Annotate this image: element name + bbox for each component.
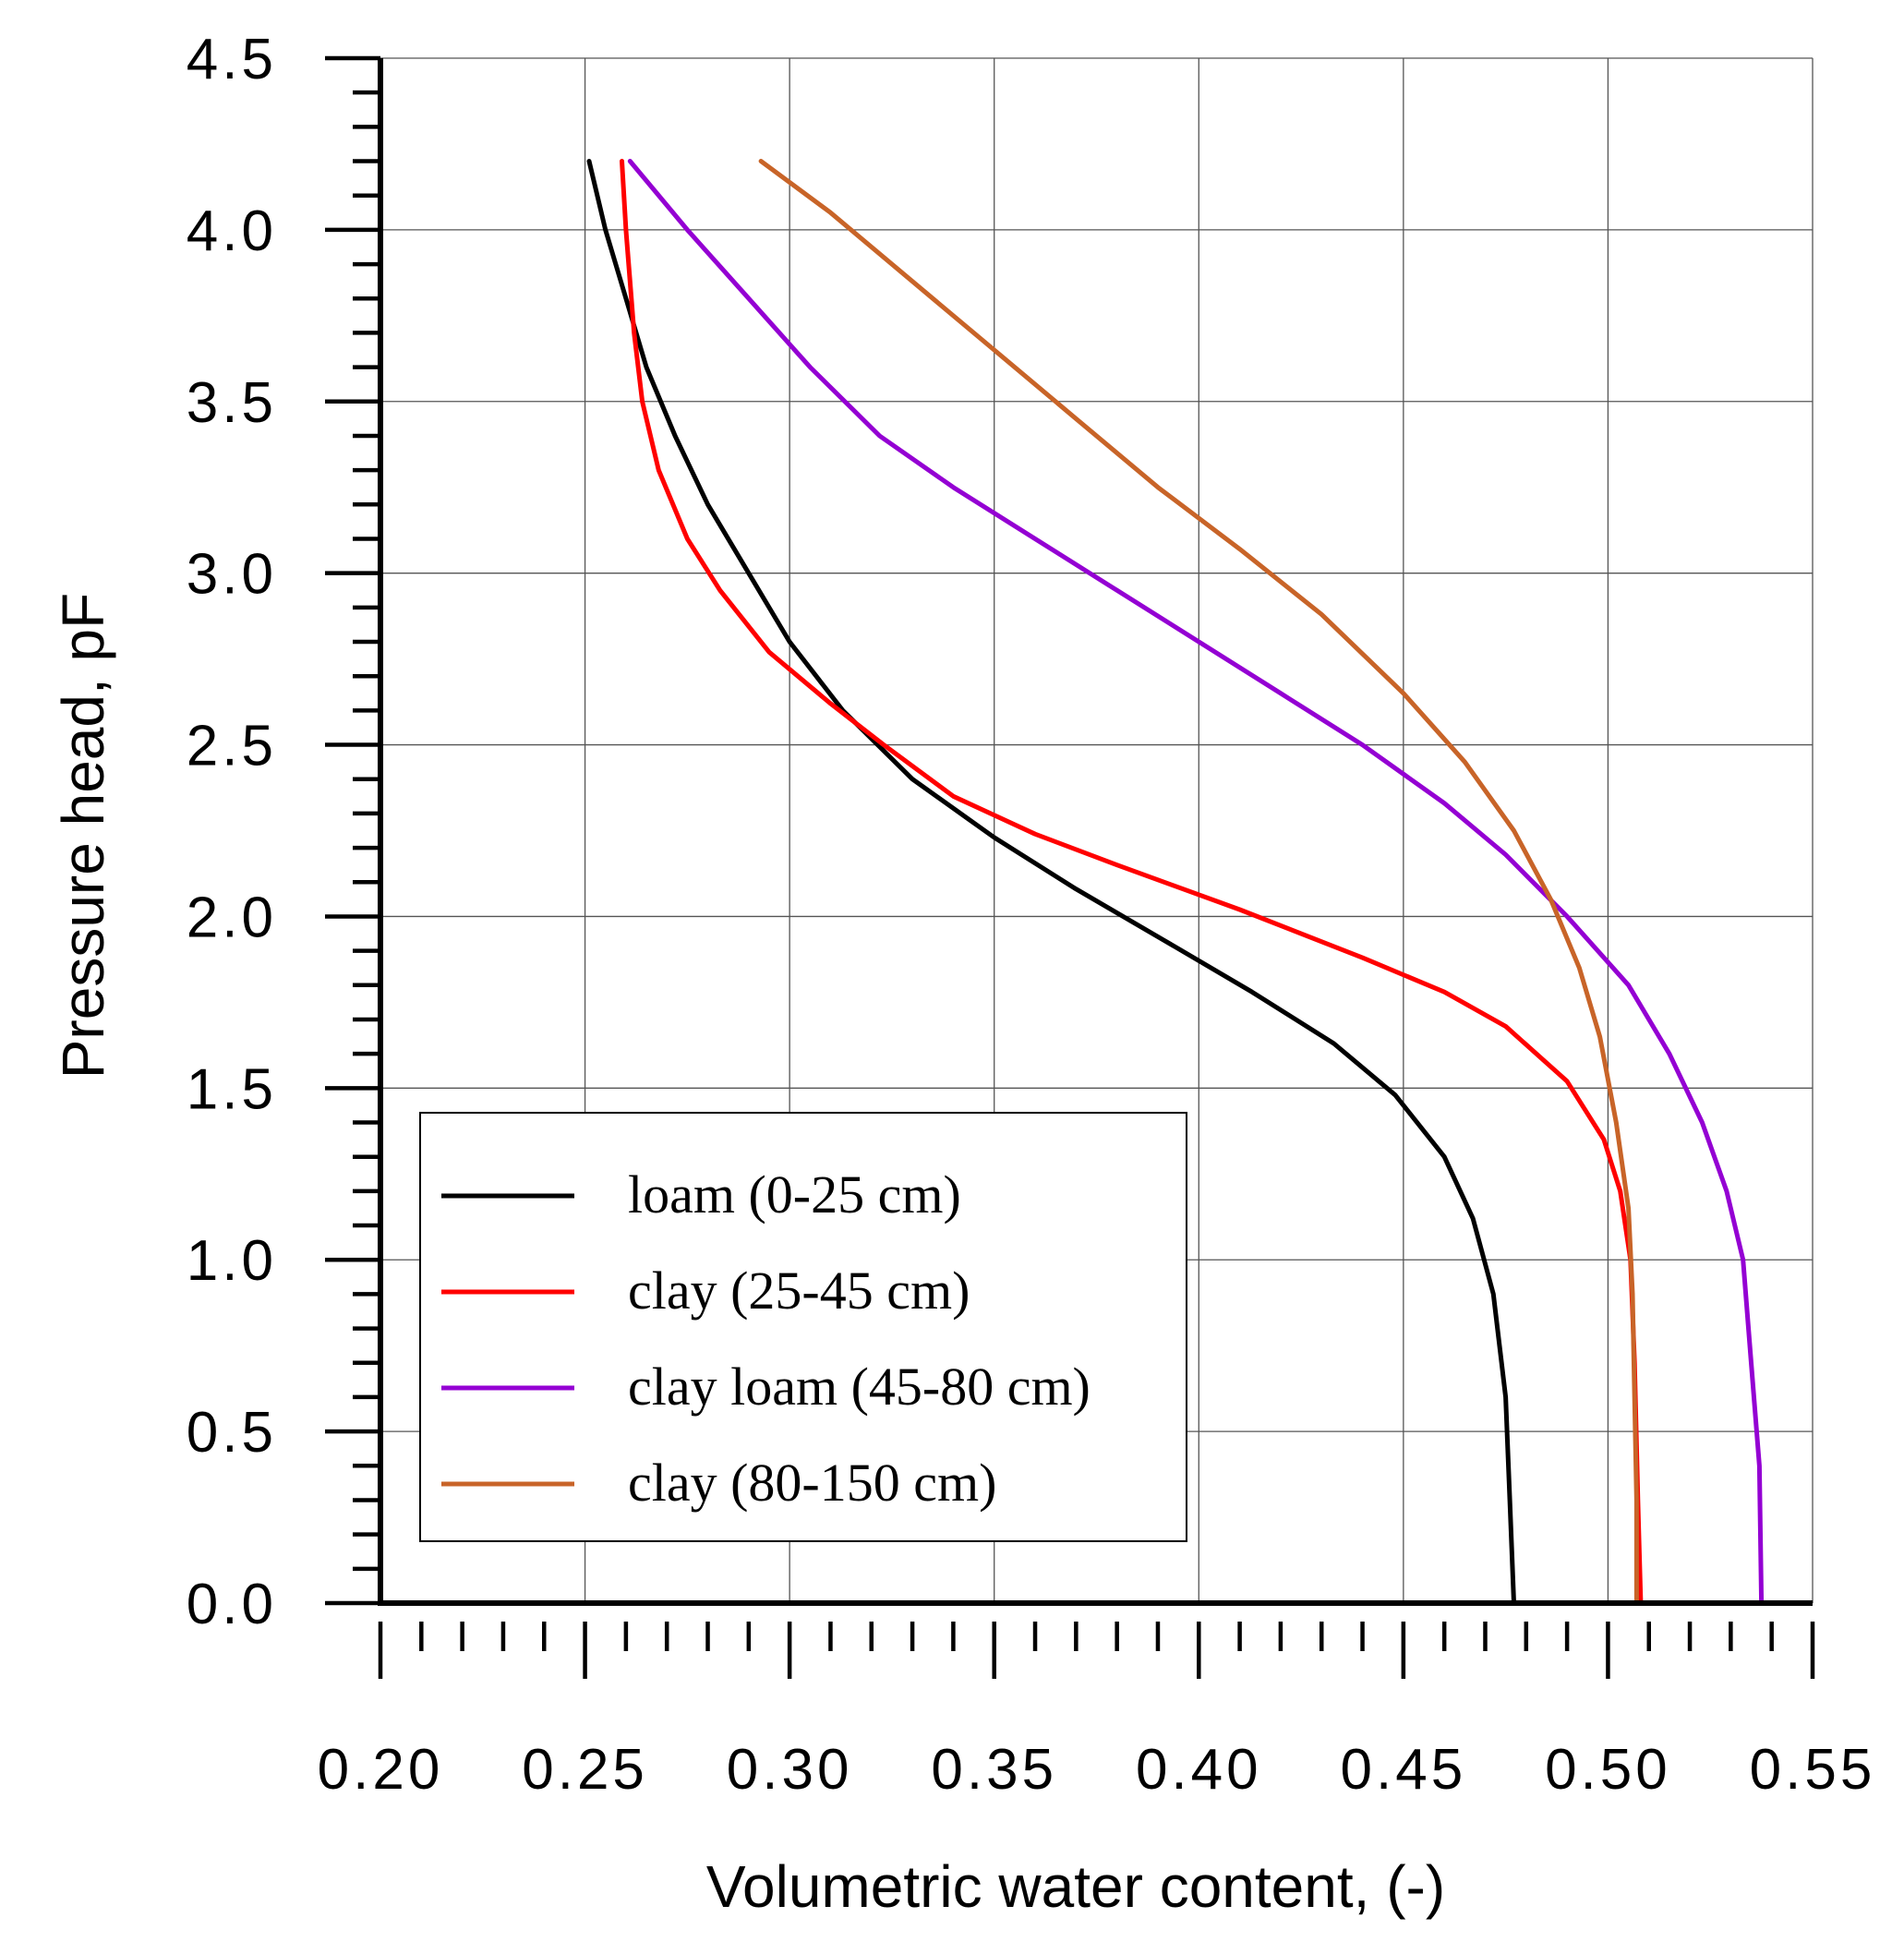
y-tick-label: 2.0 bbox=[187, 886, 277, 949]
y-tick-label: 2.5 bbox=[187, 715, 277, 778]
legend-label-4: clay (80-150 cm) bbox=[628, 1453, 996, 1513]
legend: loam (0-25 cm) clay (25-45 cm) clay loam (… bbox=[419, 1112, 1187, 1542]
grid bbox=[380, 57, 1814, 1603]
x-tick-label: 0.35 bbox=[931, 1738, 1057, 1802]
series-line-2 bbox=[620, 159, 1644, 1606]
y-tick-label: 1.0 bbox=[187, 1229, 277, 1293]
legend-label-1: loam (0-25 cm) bbox=[628, 1164, 961, 1224]
x-tick-label: 0.45 bbox=[1341, 1738, 1467, 1802]
y-tick-label: 4.0 bbox=[187, 199, 277, 263]
y-tick-label: 4.5 bbox=[187, 28, 277, 91]
y-tick-label: 0.0 bbox=[187, 1573, 277, 1636]
y-tick-label: 0.5 bbox=[187, 1401, 277, 1465]
y-tick-label: 3.0 bbox=[187, 543, 277, 607]
x-tick-label: 0.25 bbox=[522, 1738, 648, 1802]
y-tick-label: 3.5 bbox=[187, 371, 277, 435]
x-tick-label: 0.50 bbox=[1545, 1738, 1671, 1802]
series-layer bbox=[586, 159, 1765, 1606]
x-tick-label: 0.20 bbox=[318, 1738, 444, 1802]
series-line-3 bbox=[627, 159, 1765, 1606]
y-tick-label: 1.5 bbox=[187, 1057, 277, 1121]
x-tick-label: 0.55 bbox=[1750, 1738, 1876, 1802]
y-axis-title: Pressure head, pF bbox=[50, 593, 116, 1080]
legend-box bbox=[419, 1112, 1187, 1542]
series-line-4 bbox=[758, 159, 1639, 1606]
legend-label-3: clay loam (45-80 cm) bbox=[628, 1357, 1091, 1417]
axes bbox=[325, 55, 1815, 1679]
tick-labels: 0.0 0.5 1.0 1.5 2.0 2.5 3.0 3.5 4.0 4.5 0.20 0.25 0.… bbox=[187, 28, 1876, 1802]
x-axis-title: Volumetric water content, (-) bbox=[706, 1853, 1445, 1920]
x-tick-label: 0.30 bbox=[727, 1738, 853, 1802]
series-line-1 bbox=[586, 159, 1516, 1606]
x-tick-label: 0.40 bbox=[1136, 1738, 1262, 1802]
legend-label-2: clay (25-45 cm) bbox=[628, 1260, 970, 1321]
